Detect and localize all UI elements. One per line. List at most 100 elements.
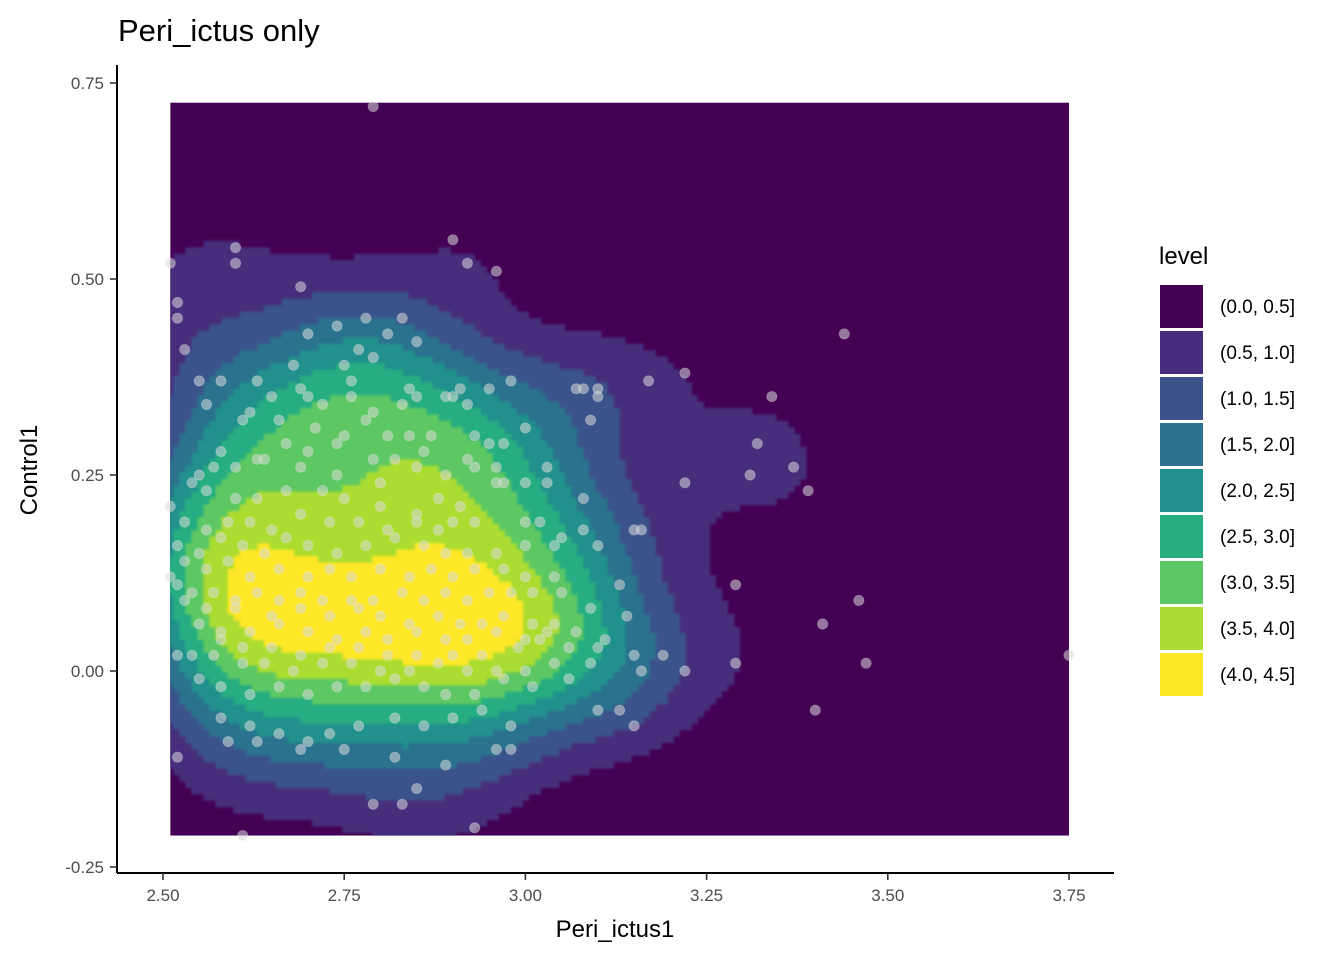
data-point xyxy=(360,681,372,693)
data-point xyxy=(345,657,357,669)
data-point xyxy=(498,563,510,575)
data-point xyxy=(548,539,561,552)
data-point xyxy=(200,602,213,614)
legend-title: level xyxy=(1159,243,1208,270)
data-point xyxy=(498,610,510,622)
data-point xyxy=(367,100,379,113)
data-point xyxy=(838,328,850,340)
legend-label: (3.0, 3.5] xyxy=(1220,573,1295,594)
data-point xyxy=(222,555,234,567)
data-point xyxy=(316,398,329,410)
data-point xyxy=(244,688,256,701)
legend-swatch xyxy=(1160,607,1203,650)
data-point xyxy=(498,477,510,489)
data-point xyxy=(273,563,285,575)
data-point xyxy=(447,516,459,528)
data-point xyxy=(519,422,532,434)
data-point xyxy=(548,657,561,669)
data-point xyxy=(374,610,386,622)
data-point xyxy=(447,571,459,583)
data-point xyxy=(164,571,176,583)
data-point xyxy=(469,563,481,575)
data-point xyxy=(200,524,213,536)
data-point xyxy=(367,453,379,465)
data-point xyxy=(483,586,495,599)
legend-label: (4.0, 4.5] xyxy=(1220,665,1295,686)
data-point xyxy=(432,657,444,669)
data-point xyxy=(171,649,184,661)
data-point xyxy=(729,657,742,669)
data-point xyxy=(599,633,611,646)
data-point xyxy=(432,492,444,505)
legend-label: (2.0, 2.5] xyxy=(1220,481,1295,502)
data-point xyxy=(802,485,814,497)
legend-swatch xyxy=(1160,285,1203,328)
data-point xyxy=(338,492,350,505)
data-point xyxy=(396,586,408,599)
data-point xyxy=(367,798,379,810)
data-point xyxy=(440,633,452,646)
data-point xyxy=(324,610,336,622)
data-point xyxy=(490,265,502,277)
data-point xyxy=(295,383,307,395)
data-point xyxy=(171,539,184,552)
y-tick-label: -0.25 xyxy=(65,858,104,877)
data-point xyxy=(244,571,256,583)
data-point xyxy=(461,547,473,560)
data-point xyxy=(483,383,495,395)
data-point xyxy=(215,712,227,724)
data-point xyxy=(534,633,546,646)
data-point xyxy=(584,602,597,614)
data-point xyxy=(461,594,473,607)
legend-label: (1.5, 2.0] xyxy=(1220,435,1295,456)
data-point xyxy=(592,539,604,552)
data-point xyxy=(403,571,415,583)
data-point xyxy=(860,657,872,669)
data-point xyxy=(360,414,372,426)
data-point xyxy=(193,375,205,387)
data-point xyxy=(469,516,481,528)
data-point xyxy=(853,594,865,607)
data-point xyxy=(476,649,488,661)
legend-swatch xyxy=(1160,377,1203,420)
data-point xyxy=(526,681,539,693)
data-point xyxy=(244,406,256,418)
data-point xyxy=(345,571,357,583)
data-point xyxy=(295,461,307,473)
data-point xyxy=(360,312,372,324)
data-point xyxy=(461,398,473,410)
data-point xyxy=(425,430,437,442)
axes xyxy=(116,65,1114,874)
legend-label: (0.5, 1.0] xyxy=(1220,343,1295,364)
data-point xyxy=(345,390,357,403)
data-point xyxy=(244,720,256,732)
data-point xyxy=(353,602,365,614)
data-point xyxy=(258,657,271,669)
x-ticks: 2.50 2.75 3.00 3.25 3.50 3.75 xyxy=(146,873,1086,905)
data-point xyxy=(490,547,502,560)
data-point xyxy=(635,665,648,677)
data-point xyxy=(679,367,691,379)
y-tick-label: 0.00 xyxy=(71,662,104,681)
data-point xyxy=(229,602,242,614)
data-point xyxy=(396,798,408,810)
data-point xyxy=(440,547,452,560)
data-point xyxy=(237,657,249,669)
data-point xyxy=(360,626,372,638)
data-point xyxy=(229,492,242,505)
x-tick-label: 2.75 xyxy=(328,886,361,905)
data-point xyxy=(215,681,227,693)
data-point xyxy=(345,375,357,387)
data-point xyxy=(338,743,350,756)
data-point xyxy=(541,626,553,638)
data-point xyxy=(244,516,256,528)
data-point xyxy=(273,728,285,740)
data-point xyxy=(316,594,329,607)
data-point xyxy=(440,469,452,481)
data-point xyxy=(621,610,633,622)
data-point xyxy=(324,563,336,575)
data-point xyxy=(411,390,423,403)
data-point xyxy=(577,492,590,505)
data-point xyxy=(171,579,184,591)
data-point xyxy=(179,594,191,607)
